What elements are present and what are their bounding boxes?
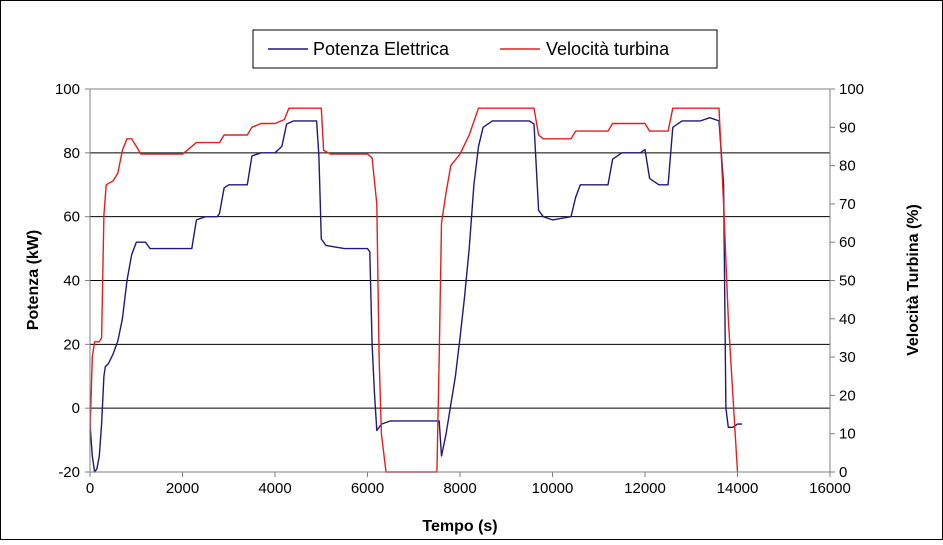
x-tick-label: 6000 [351, 480, 384, 497]
legend-label-velocita: Velocità turbina [546, 39, 670, 59]
legend: Potenza Elettrica Velocità turbina [252, 29, 718, 69]
legend-box [252, 29, 718, 69]
x-axis-title: Tempo (s) [422, 518, 497, 535]
x-tick-label: 10000 [532, 480, 574, 497]
y-right-tick-label: 80 [839, 158, 856, 175]
y-axis-title-left: Potenza (kW) [25, 230, 42, 330]
x-tick-label: 0 [86, 480, 94, 497]
y-right-tick-label: 50 [839, 273, 856, 290]
x-tick-label: 2000 [166, 480, 199, 497]
y-left-tick-label: -20 [58, 464, 80, 481]
y-left-tick-label: 60 [63, 209, 80, 226]
axes: -20 0 20 40 60 80 100 0 10 20 30 40 50 60 70 80 90 100 0 20… [55, 81, 864, 497]
y-left-tick-label: 100 [55, 81, 80, 98]
x-tick-label: 16000 [809, 480, 851, 497]
x-tick-label: 14000 [717, 480, 759, 497]
y-right-tick-label: 60 [839, 234, 856, 251]
y-right-tick-label: 100 [839, 81, 864, 98]
y-right-tick-label: 30 [839, 349, 856, 366]
x-tick-label: 12000 [624, 480, 666, 497]
series-lines [89, 107, 743, 473]
y-right-tick-label: 40 [839, 311, 856, 328]
y-right-tick-label: 20 [839, 387, 856, 404]
y-right-tick-label: 90 [839, 119, 856, 136]
y-right-tick-label: 70 [839, 196, 856, 213]
y-left-tick-label: 20 [63, 336, 80, 353]
legend-label-potenza: Potenza Elettrica [313, 39, 450, 59]
y-right-tick-label: 10 [839, 426, 856, 443]
y-left-tick-label: 80 [63, 145, 80, 162]
x-tick-label: 8000 [443, 480, 476, 497]
y-axis-title-right: Velocità Turbina (%) [905, 204, 922, 356]
x-tick-label: 4000 [258, 480, 291, 497]
y-left-tick-label: 0 [72, 400, 80, 417]
y-right-tick-label: 0 [839, 464, 847, 481]
y-left-tick-label: 40 [63, 273, 80, 290]
series-line-velocita [89, 107, 739, 473]
